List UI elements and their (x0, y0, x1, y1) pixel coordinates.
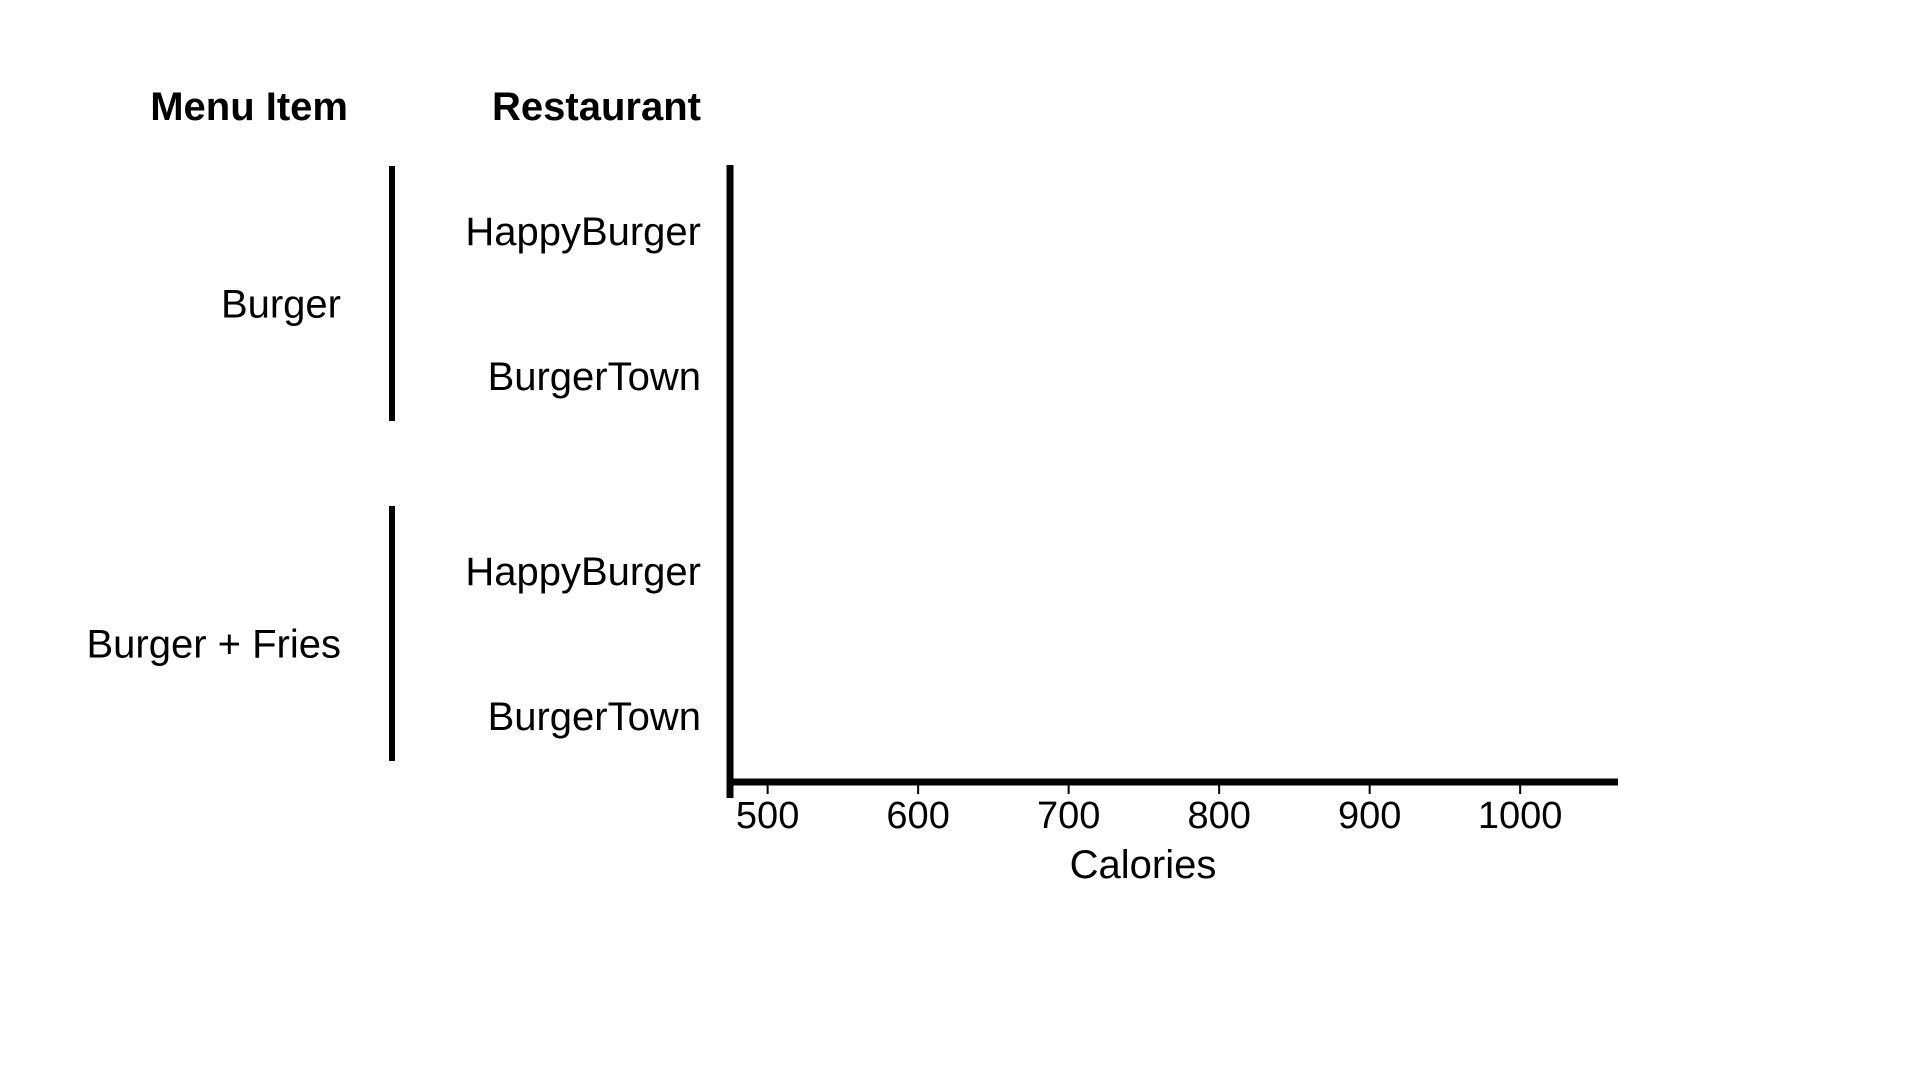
x-tick-label: 800 (1187, 795, 1250, 837)
x-tick-label: 600 (886, 795, 949, 837)
header-restaurant: Restaurant (492, 85, 701, 129)
header-menu-item: Menu Item (150, 85, 348, 129)
group-layer: Burger Burger + Fries (86, 166, 395, 761)
category-label: BurgerTown (488, 695, 701, 739)
group-label: Burger (221, 283, 341, 327)
x-tick-layer: 500 600 700 800 900 1000 (736, 782, 1563, 837)
category-layer: HappyBurger BurgerTown HappyBurger BurgerTo… (465, 210, 701, 739)
x-tick-label: 500 (736, 795, 799, 837)
x-tick-label: 1000 (1478, 795, 1563, 837)
category-label: HappyBurger (465, 210, 701, 254)
x-tick-label: 700 (1037, 795, 1100, 837)
x-axis-title: Calories (1070, 843, 1217, 887)
category-label: BurgerTown (488, 355, 701, 399)
group-label: Burger + Fries (86, 623, 341, 667)
category-label: HappyBurger (465, 550, 701, 594)
x-tick-label: 900 (1338, 795, 1401, 837)
